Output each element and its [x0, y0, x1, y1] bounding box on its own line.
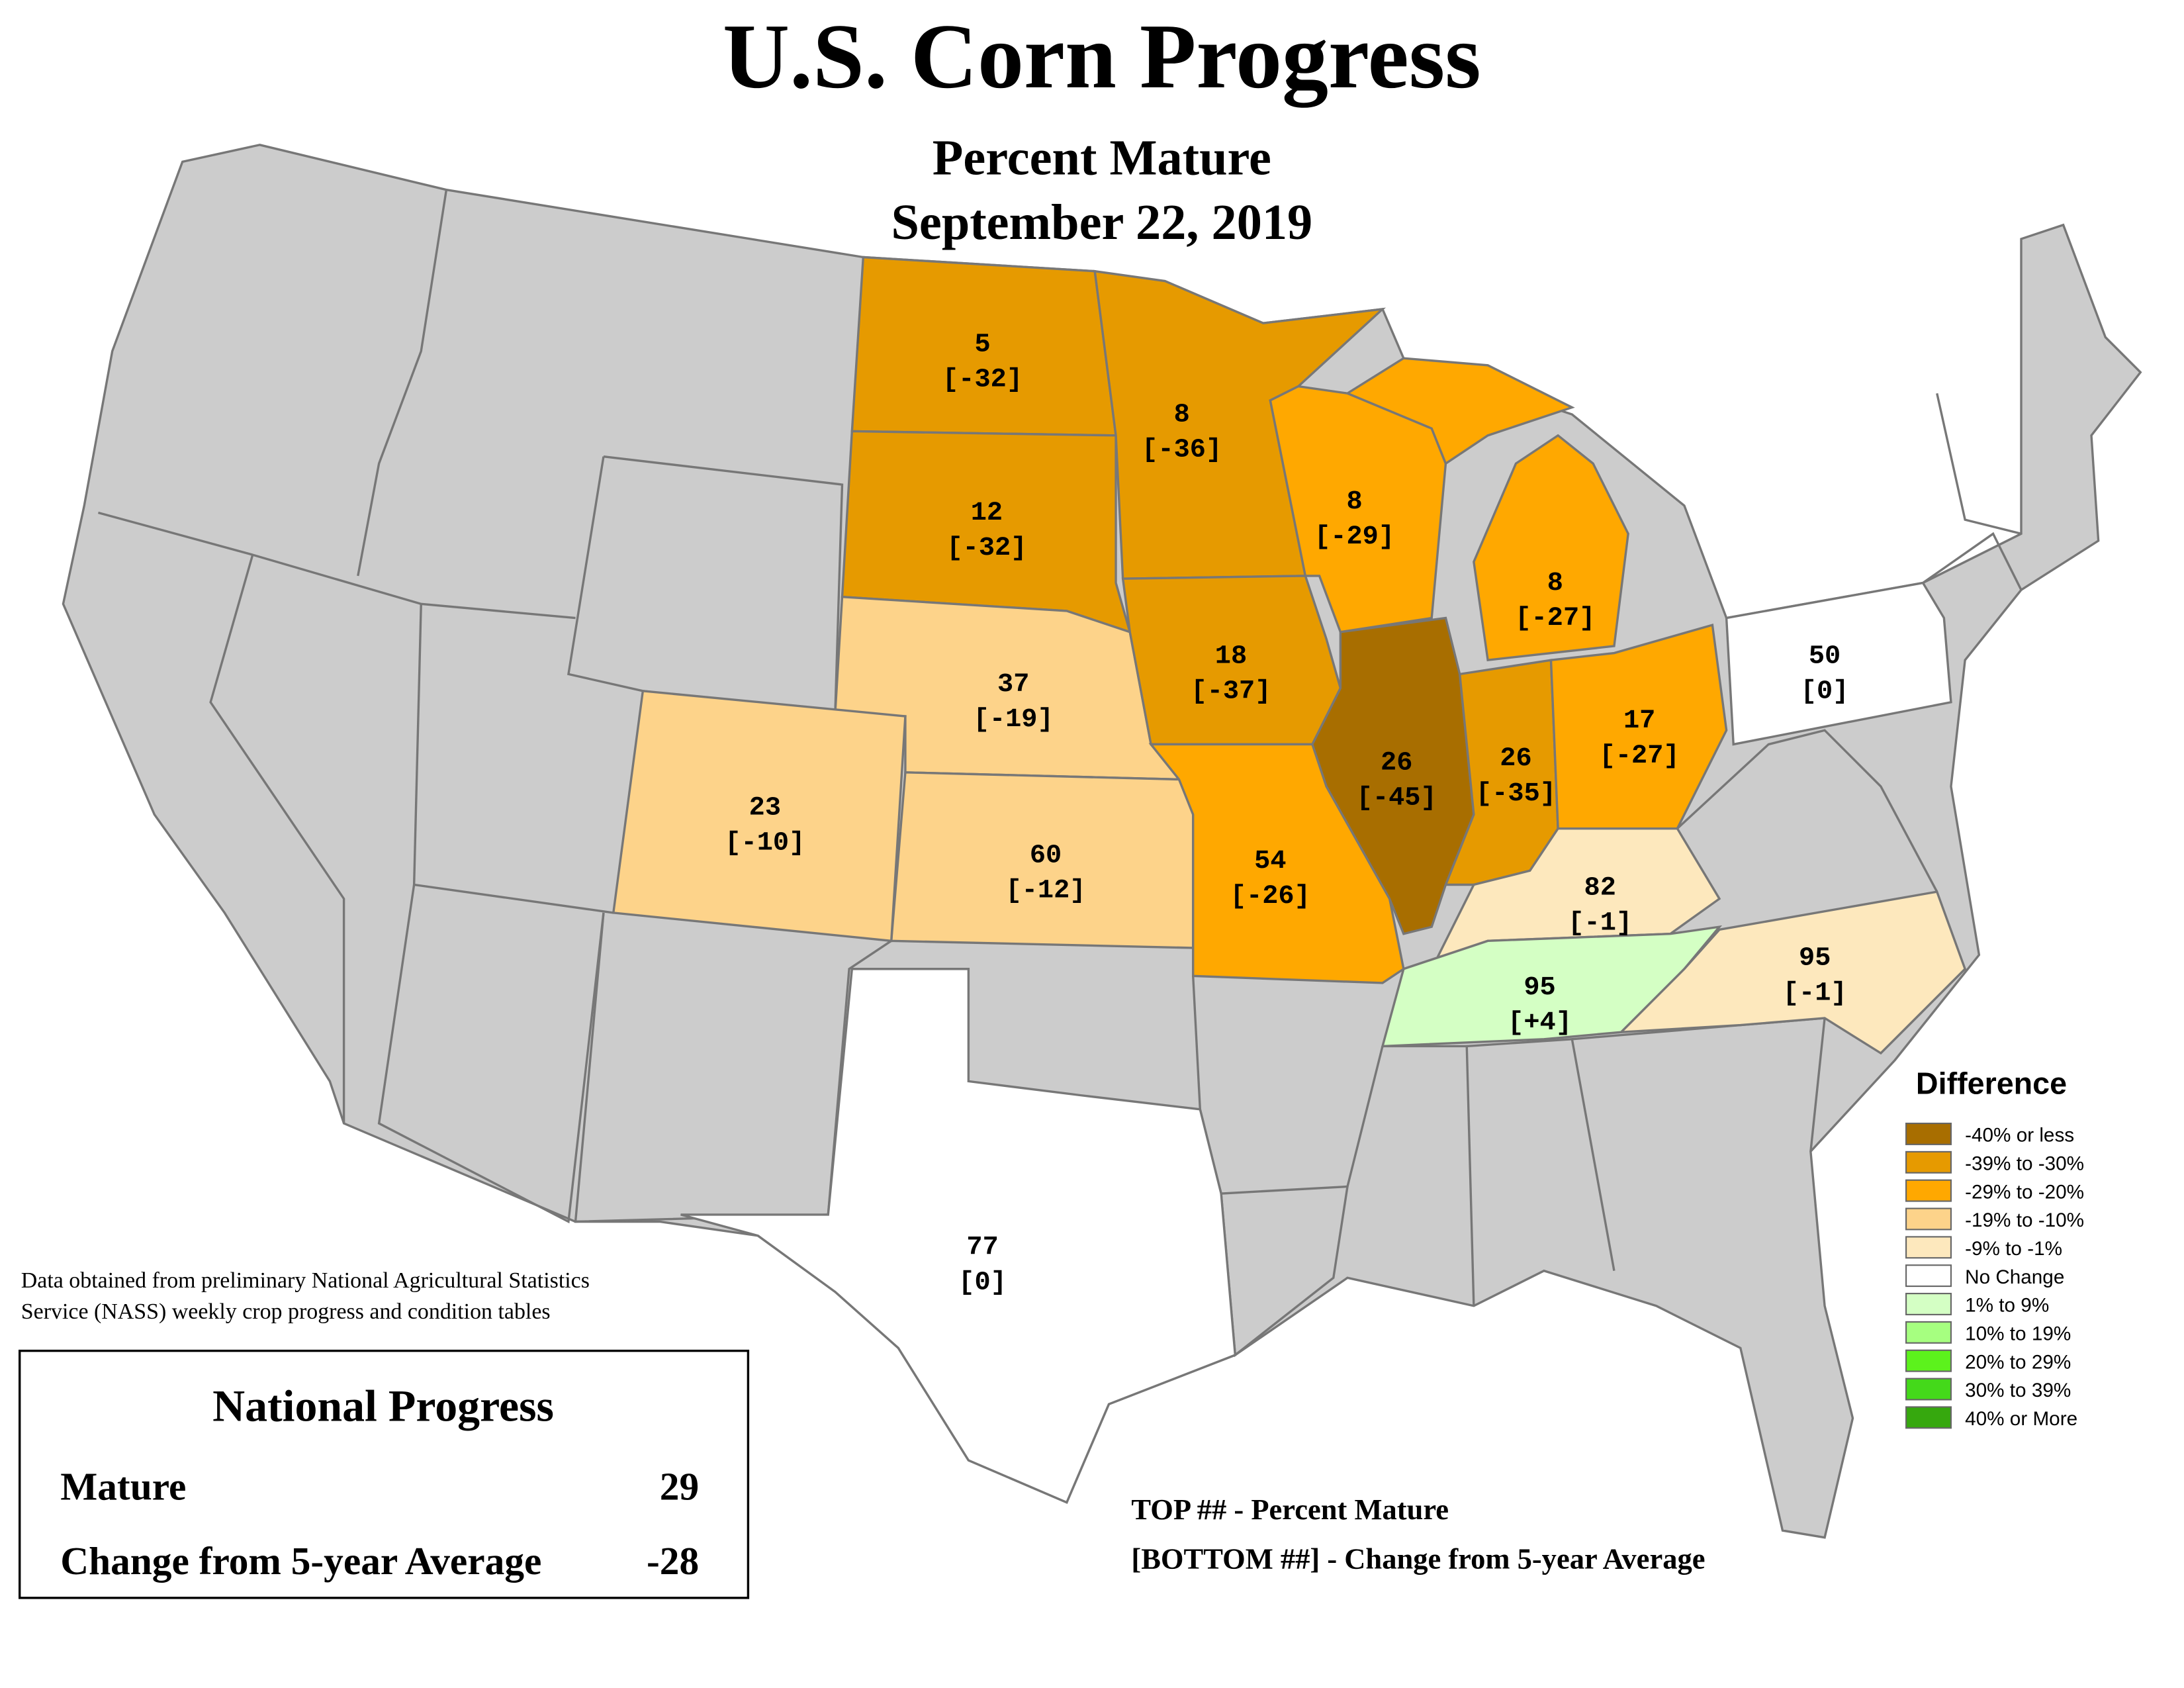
legend-swatch [1905, 1264, 1952, 1288]
state-change: [-10] [725, 827, 805, 858]
state-change: [+4] [1508, 1008, 1572, 1038]
state [680, 968, 1237, 1504]
national-label: Change from 5-year Average [60, 1539, 541, 1583]
state-value: 18 [1215, 641, 1247, 671]
state-change: [-1] [1568, 908, 1632, 938]
legend-title: Difference [1916, 1066, 2067, 1101]
state-value: 77 [966, 1232, 998, 1262]
legend-label: 20% to 29% [1965, 1351, 2071, 1373]
national-value: -28 [647, 1539, 699, 1583]
legend-label: 40% or More [1965, 1408, 2077, 1430]
key-text: TOP ## - Percent Mature [1131, 1493, 1449, 1526]
state-change: [-45] [1357, 783, 1437, 814]
national-title: National Progress [212, 1382, 554, 1431]
legend-label: 30% to 39% [1965, 1380, 2071, 1401]
title: U.S. Corn Progress [723, 5, 1481, 108]
states: 5 [-32] 12 [-32] 37 [-19] 60 [-12] 23 [-10] 8 [-36]… [612, 256, 1967, 1504]
state [1725, 581, 1952, 746]
national-label: Mature [60, 1464, 186, 1508]
state-value: 12 [971, 498, 1003, 528]
state-change: [-36] [1142, 435, 1222, 465]
state-value: 50 [1809, 641, 1841, 671]
state-value: 26 [1500, 743, 1531, 774]
national-box [18, 1349, 750, 1599]
state-change: [0] [958, 1267, 1007, 1297]
state-value: 60 [1030, 841, 1062, 871]
legend-swatch [1905, 1321, 1952, 1344]
state-value: 5 [974, 330, 990, 360]
legend-label: -19% to -10% [1965, 1209, 2084, 1231]
state-change: [-12] [1006, 876, 1086, 906]
state-value: 23 [749, 792, 781, 823]
state-value: 8 [1347, 487, 1363, 517]
legend: Difference -40% or less -39% to -30% -29% … [1905, 1066, 2084, 1430]
state-change: [-32] [942, 365, 1023, 395]
state-change: [-26] [1230, 881, 1310, 912]
state-change: [-29] [1314, 522, 1394, 552]
state [1381, 925, 1723, 1048]
state-value: 37 [997, 669, 1029, 700]
state-change: [-32] [947, 533, 1027, 563]
state-value: 8 [1547, 568, 1563, 598]
legend-label: 1% to 9% [1965, 1295, 2049, 1317]
subtitle: Percent Mature [933, 129, 1271, 185]
state-value: 82 [1584, 872, 1616, 903]
state-change: [-37] [1191, 676, 1271, 706]
state-value: 26 [1381, 748, 1412, 778]
state [1311, 616, 1475, 935]
state-value: 17 [1623, 706, 1655, 736]
state [1269, 385, 1447, 633]
state [1345, 357, 1575, 465]
state [1618, 890, 1967, 1055]
legend-label: No Change [1965, 1266, 2064, 1288]
legend-swatch [1905, 1122, 1952, 1145]
legend-label: -39% to -30% [1965, 1152, 2084, 1174]
state-change: [-19] [974, 704, 1054, 735]
legend-swatch [1905, 1207, 1952, 1231]
state-change: [-27] [1600, 741, 1680, 771]
legend-label: -9% to -1% [1965, 1238, 2062, 1260]
key-text: [BOTTOM ##] - Change from 5-year Average [1131, 1542, 1705, 1575]
legend-label: -40% or less [1965, 1125, 2074, 1147]
legend-swatch [1905, 1293, 1952, 1315]
legend-swatch [1905, 1378, 1952, 1401]
legend-swatch [1905, 1406, 1952, 1429]
state-change: [-27] [1515, 603, 1595, 633]
state-change: [0] [1801, 676, 1849, 706]
note: Data obtained from preliminary National … [21, 1268, 590, 1293]
state [612, 689, 907, 943]
state-value: 54 [1254, 846, 1286, 876]
legend-label: 10% to 19% [1965, 1323, 2071, 1344]
state-change: [-1] [1783, 978, 1847, 1008]
state-value: 95 [1799, 943, 1831, 973]
legend-label: -29% to -20% [1965, 1181, 2084, 1203]
state-value: 95 [1524, 972, 1555, 1003]
note: Service (NASS) weekly crop progress and … [21, 1299, 551, 1324]
legend-swatch [1905, 1150, 1952, 1174]
national-value: 29 [660, 1464, 699, 1508]
legend-swatch [1905, 1349, 1952, 1372]
legend-swatch [1905, 1179, 1952, 1202]
state-value: 8 [1174, 400, 1190, 430]
state [1473, 434, 1629, 662]
legend-swatch [1905, 1236, 1952, 1259]
date: September 22, 2019 [891, 194, 1312, 250]
state-change: [-35] [1476, 778, 1556, 809]
